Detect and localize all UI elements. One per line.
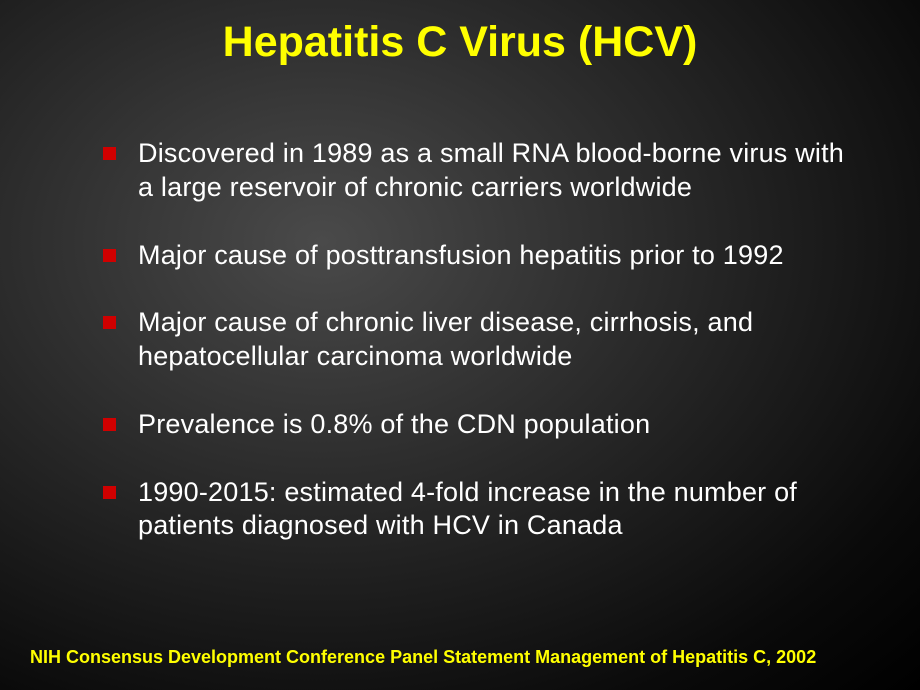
bullet-text: Discovered in 1989 as a small RNA blood-… [138, 137, 865, 205]
bullet-text: Major cause of posttransfusion hepatitis… [138, 239, 784, 273]
bullet-item: Major cause of posttransfusion hepatitis… [103, 239, 865, 273]
bullet-item: Discovered in 1989 as a small RNA blood-… [103, 137, 865, 205]
square-bullet-icon [103, 316, 116, 329]
bullet-item: Major cause of chronic liver disease, ci… [103, 306, 865, 374]
bullet-list: Discovered in 1989 as a small RNA blood-… [55, 137, 865, 543]
square-bullet-icon [103, 486, 116, 499]
bullet-text: Major cause of chronic liver disease, ci… [138, 306, 865, 374]
square-bullet-icon [103, 249, 116, 262]
bullet-text: 1990-2015: estimated 4-fold increase in … [138, 476, 865, 544]
slide-footer-citation: NIH Consensus Development Conference Pan… [30, 647, 816, 668]
bullet-item: Prevalence is 0.8% of the CDN population [103, 408, 865, 442]
square-bullet-icon [103, 418, 116, 431]
slide-title: Hepatitis C Virus (HCV) [55, 18, 865, 67]
bullet-text: Prevalence is 0.8% of the CDN population [138, 408, 650, 442]
square-bullet-icon [103, 147, 116, 160]
bullet-item: 1990-2015: estimated 4-fold increase in … [103, 476, 865, 544]
presentation-slide: Hepatitis C Virus (HCV) Discovered in 19… [0, 0, 920, 690]
